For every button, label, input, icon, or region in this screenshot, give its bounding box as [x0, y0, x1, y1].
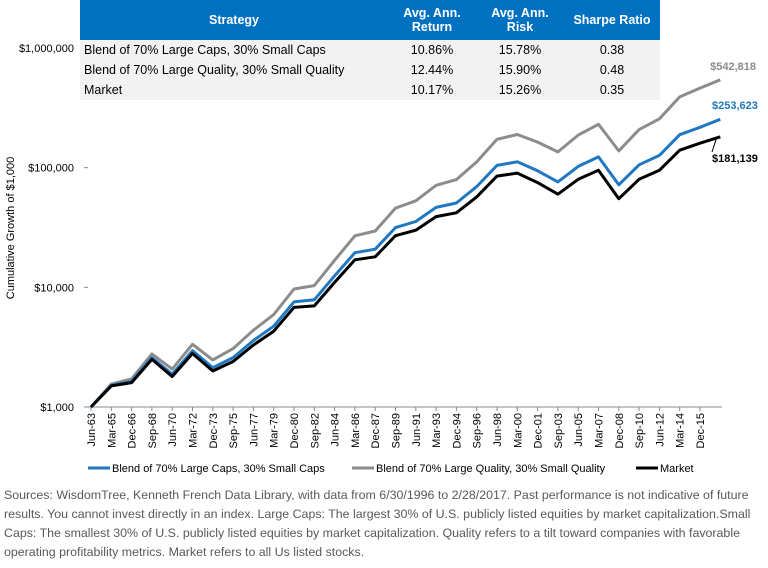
- cell: 0.48: [564, 60, 660, 80]
- header-cell: Sharpe Ratio: [564, 0, 660, 40]
- cell: 12.44%: [388, 60, 476, 80]
- x-tick-label: Dec-08: [614, 413, 626, 448]
- x-tick-label: Sep-96: [472, 413, 484, 448]
- legend-label: Blend of 70% Large Caps, 30% Small Caps: [112, 463, 325, 475]
- y-tick-label: $1,000,000: [19, 43, 74, 55]
- x-tick-label: Jun-70: [167, 413, 179, 447]
- cell: 15.26%: [476, 80, 564, 100]
- header-cell: Strategy: [80, 0, 388, 40]
- x-tick-label: Mar-65: [106, 413, 118, 448]
- x-tick-label: Mar-86: [350, 413, 362, 448]
- cell: Blend of 70% Large Caps, 30% Small Caps: [80, 40, 388, 60]
- table-header: Strategy Avg. Ann. Return Avg. Ann. Risk…: [80, 0, 660, 40]
- x-tick-label: Dec-15: [695, 413, 707, 448]
- x-tick-label: Mar-14: [675, 413, 687, 448]
- x-tick-label: Jun-12: [654, 413, 666, 447]
- x-tick-label: Mar-07: [594, 413, 606, 448]
- series-line: [89, 117, 721, 409]
- x-tick-label: Sep-89: [391, 413, 403, 448]
- x-tick-label: Sep-68: [147, 413, 159, 448]
- x-tick-label: Jun-05: [573, 413, 585, 447]
- leader-line: [711, 138, 717, 153]
- cell: 10.86%: [388, 40, 476, 60]
- table-row: Blend of 70% Large Quality, 30% Small Qu…: [80, 60, 660, 80]
- series-line: [89, 78, 721, 408]
- footnote: Sources: WisdomTree, Kenneth French Data…: [4, 488, 751, 559]
- x-tick-label: Dec-01: [533, 413, 545, 448]
- x-tick-label: Dec-66: [127, 413, 139, 448]
- cell: Market: [80, 80, 388, 100]
- x-tick-label: Jun-77: [248, 413, 260, 447]
- y-tick-label: $1,000: [40, 402, 74, 414]
- table-row: Market 10.17% 15.26% 0.35: [80, 80, 660, 100]
- x-tick-label: Mar-79: [269, 413, 281, 448]
- x-tick-label: Mar-00: [512, 413, 524, 448]
- x-tick-label: Mar-72: [188, 413, 200, 448]
- legend-label: Blend of 70% Large Quality, 30% Small Qu…: [376, 463, 606, 475]
- cell: 0.35: [564, 80, 660, 100]
- end-label: $542,818: [710, 61, 756, 73]
- y-axis-label: Cumulative Growth of $1,000: [5, 157, 17, 299]
- cell: 10.17%: [388, 80, 476, 100]
- x-tick-label: Dec-94: [451, 413, 463, 448]
- cell: Blend of 70% Large Quality, 30% Small Qu…: [80, 60, 388, 80]
- cell: 15.90%: [476, 60, 564, 80]
- end-label: $253,623: [712, 100, 758, 112]
- x-tick-label: Sep-82: [309, 413, 321, 448]
- stats-table: Strategy Avg. Ann. Return Avg. Ann. Risk…: [80, 0, 660, 100]
- x-tick-label: Jun-63: [86, 413, 98, 447]
- x-tick-label: Dec-87: [370, 413, 382, 448]
- x-tick-label: Jun-84: [330, 413, 342, 447]
- end-label: $181,139: [712, 153, 758, 165]
- y-tick-label: $10,000: [34, 282, 74, 294]
- x-tick-label: Sep-03: [553, 413, 565, 448]
- y-tick-label: $100,000: [28, 163, 74, 175]
- header-cell: Avg. Ann. Return: [388, 0, 476, 40]
- x-tick-label: Dec-73: [208, 413, 220, 448]
- cell: 15.78%: [476, 40, 564, 60]
- x-tick-label: Dec-80: [289, 413, 301, 448]
- table-row: Blend of 70% Large Caps, 30% Small Caps 1…: [80, 40, 660, 60]
- series-line: [89, 135, 721, 409]
- legend-label: Market: [660, 463, 694, 475]
- x-tick-label: Sep-10: [634, 413, 646, 448]
- x-tick-label: Jun-91: [411, 413, 423, 447]
- x-tick-label: Jun-98: [492, 413, 504, 447]
- header-cell: Avg. Ann. Risk: [476, 0, 564, 40]
- x-tick-label: Sep-75: [228, 413, 240, 448]
- x-tick-label: Mar-93: [431, 413, 443, 448]
- cell: 0.38: [564, 40, 660, 60]
